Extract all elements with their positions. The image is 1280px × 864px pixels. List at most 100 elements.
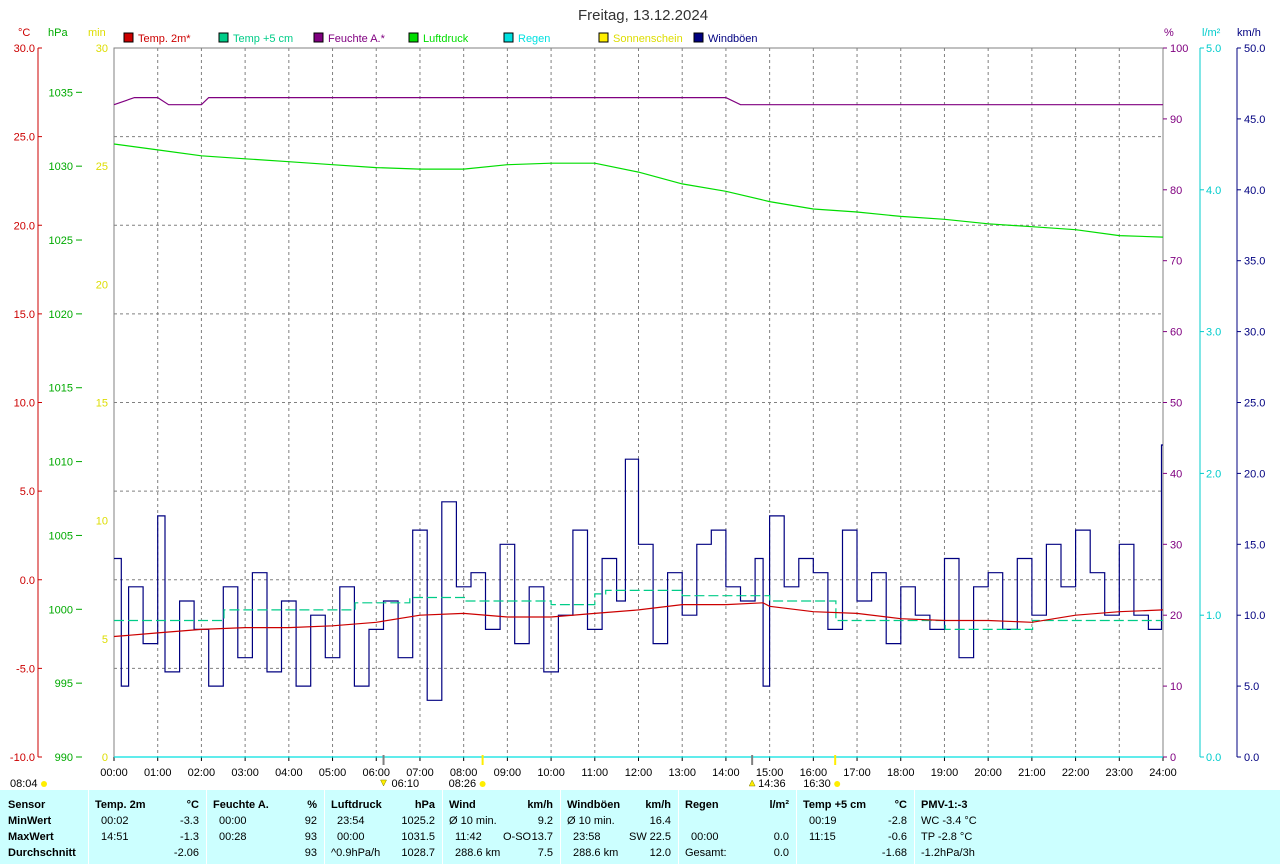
stats-time: 23:54 [337,815,365,827]
wind-tick-label: 0.0 [1244,752,1259,764]
stats-value: 13.7 [531,831,553,843]
stats-pressure-header: Luftdruck [331,799,382,811]
x-tick-label: 07:00 [406,767,434,779]
stats-label: Ø 10 min. [567,815,615,827]
x-tick-label: 16:00 [800,767,828,779]
legend-label: Windböen [708,33,758,45]
humidity-tick-label: 90 [1170,114,1182,126]
stats-time: 11:15 [809,831,836,843]
x-tick-label: 15:00 [756,767,784,779]
x-tick-label: 14:00 [712,767,740,779]
temp-tick-label: 15.0 [14,309,35,321]
pressure-tick-label: 1020 [49,309,73,321]
rain-tick-label: 0.0 [1206,752,1221,764]
x-tick-label: 18:00 [887,767,915,779]
x-tick-label: 08:00 [450,767,478,779]
legend-label: Temp. 2m* [138,33,191,45]
stats-value: 9.2 [537,815,553,827]
stats-humidity-unit: % [307,799,317,811]
stats-row-label: MaxWert [8,831,54,843]
stats-sensor-column: Sensor MinWert MaxWert Durchschnitt [0,790,88,864]
wind-tick-label: 15.0 [1244,539,1265,551]
stats-value: -2.8 [888,815,907,827]
stats-time: 00:28 [219,831,247,843]
wind-tick-label: 25.0 [1244,398,1265,410]
stats-gusts: Windböen km/h Ø 10 min. 16.4 23:58 SW 22… [560,790,679,864]
wind-tick-label: 30.0 [1244,327,1265,339]
sunshine-tick-label: 15 [96,398,108,410]
stats-time: 23:58 [573,831,601,843]
x-tick-label: 24:00 [1149,767,1177,779]
humidity-unit-label: % [1164,27,1174,39]
pressure-tick-label: 995 [55,678,73,690]
stats-value: 16.4 [649,815,671,827]
legend-swatch [503,32,514,43]
legend-swatch [218,32,229,43]
stats-pmv: PMV-1:-3 WC -3.4 °C TP -2.8 °C -1.2hPa/3… [914,790,1280,864]
noon-icon [748,779,756,787]
temp-tick-label: -10.0 [10,752,35,764]
pressure-tick-label: 1005 [49,530,73,542]
stats-gusts-header: Windböen [567,799,621,811]
legend-label: Feuchte A.* [328,33,386,45]
stats-value: 22.5 [649,831,671,843]
sunshine-tick-label: 20 [96,279,108,291]
humidity-tick-label: 70 [1170,256,1182,268]
temp-tick-label: 5.0 [20,486,35,498]
rain-unit-label: l/m² [1202,27,1221,39]
stats-distance: 288.6 km [455,847,501,859]
stats-temp2m-header: Temp. 2m [95,799,146,811]
stats-value: 93 [304,847,317,859]
sunshine-tick-label: 0 [102,752,108,764]
pressure-tick-label: 1015 [49,383,73,395]
stats-value: -3.3 [180,815,199,827]
legend-label: Luftdruck [423,33,469,45]
humidity-tick-label: 100 [1170,43,1188,55]
sun-icon [834,781,841,787]
stats-value: 1025.2 [401,815,435,827]
chart-legend: Temp. 2m* Temp +5 cm Feuchte A.* Luftdruck R… [123,32,758,45]
wind-tick-label: 35.0 [1244,256,1265,268]
series-line-windb-en [114,444,1163,701]
stats-pmv-header: PMV-1:-3 [921,799,968,811]
stats-value: -2.06 [173,847,199,859]
rain-tick-label: 5.0 [1206,43,1221,55]
stats-rain-unit: l/m² [769,799,789,811]
stats-dewpoint: TP -2.8 °C [921,831,973,843]
stats-time: 00:00 [219,815,247,827]
stats-pressure-unit: hPa [414,799,435,811]
x-tick-label: 21:00 [1018,767,1046,779]
x-tick-label: 06:00 [362,767,390,779]
x-tick-label: 03:00 [231,767,259,779]
stats-wind-header: Wind [449,799,476,811]
stats-wind: Wind km/h Ø 10 min. 9.2 11:42 O-SO 13.7 … [442,790,561,864]
stats-value: 1031.5 [401,831,435,843]
sunshine-tick-label: 5 [102,634,108,646]
stats-pressure: Luftdruck hPa 23:54 1025.2 00:00 1031.5 … [324,790,443,864]
x-tick-label: 17:00 [843,767,871,779]
stats-direction: SW [629,831,647,843]
sunshine-tick-label: 30 [96,43,108,55]
humidity-tick-label: 50 [1170,398,1182,410]
x-tick-label: 22:00 [1062,767,1090,779]
series-line-temp-2m [113,602,1164,638]
legend-swatch [693,32,704,43]
dawn-icon [380,779,387,787]
stats-row-label: Durchschnitt [8,847,76,859]
x-tick-label: 01:00 [144,767,172,779]
stats-humidity: Feuchte A. % 00:00 92 00:28 93 93 [206,790,325,864]
noon-marker-label: 14:36 [758,778,786,790]
wind-tick-label: 45.0 [1244,114,1265,126]
stats-value: -1.3 [180,831,199,843]
stats-trend: ^0.9hPa/h [331,847,381,859]
legend-swatch [408,32,419,43]
dawn-marker-label: 06:10 [392,778,420,790]
x-tick-label: 02:00 [188,767,216,779]
stats-temp5cm-header: Temp +5 cm [803,799,867,811]
sun-markers: 08:04 06:10 08:26 14:36 16:30 [10,755,841,790]
stats-value: 7.5 [537,847,553,859]
sunshine-tick-label: 25 [96,161,108,173]
legend-swatch [313,32,324,43]
rain-tick-label: 1.0 [1206,610,1221,622]
stats-value: 93 [304,831,317,843]
